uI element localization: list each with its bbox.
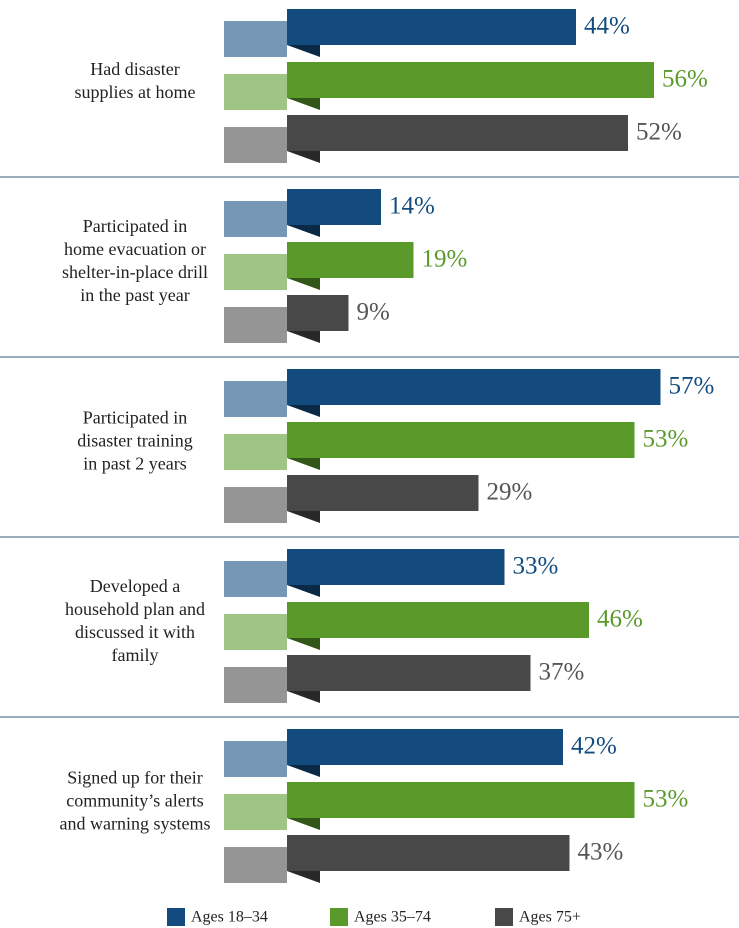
- bar-tab: [224, 487, 287, 523]
- bar: [287, 475, 479, 511]
- bar-tab: [224, 667, 287, 703]
- bar-fold: [287, 585, 320, 597]
- bar: [287, 602, 589, 638]
- bar-fold: [287, 765, 320, 777]
- bar-fold: [287, 818, 320, 830]
- bar: [287, 369, 661, 405]
- bar-tab: [224, 741, 287, 777]
- bar-fold: [287, 458, 320, 470]
- bar-tab: [224, 381, 287, 417]
- bar: [287, 242, 414, 278]
- bar-fold: [287, 691, 320, 703]
- bar-tab: [224, 307, 287, 343]
- bar: [287, 62, 654, 98]
- bar-tab: [224, 127, 287, 163]
- category-label: Signed up for their community’s alerts a…: [59, 767, 211, 834]
- value-label: 44%: [584, 13, 630, 40]
- legend-swatch: [495, 908, 513, 926]
- bar: [287, 549, 505, 585]
- bar-fold: [287, 871, 320, 883]
- value-label: 14%: [389, 193, 435, 220]
- value-label: 43%: [578, 839, 624, 866]
- bar-tab: [224, 794, 287, 830]
- bar: [287, 422, 635, 458]
- category-label: Developed a household plan and discussed…: [65, 576, 205, 665]
- category-label: Participated in home evacuation or shelt…: [61, 216, 209, 305]
- bar-fold: [287, 331, 320, 343]
- value-label: 33%: [513, 553, 559, 580]
- value-label: 52%: [636, 119, 682, 146]
- bar-fold: [287, 45, 320, 57]
- value-label: 46%: [597, 606, 643, 633]
- legend-swatch: [330, 908, 348, 926]
- value-label: 19%: [422, 246, 468, 273]
- bar-tab: [224, 74, 287, 110]
- bar: [287, 115, 628, 151]
- bar: [287, 655, 531, 691]
- value-label: 42%: [571, 733, 617, 760]
- bar: [287, 782, 635, 818]
- bar: [287, 835, 570, 871]
- bar-fold: [287, 511, 320, 523]
- value-label: 53%: [643, 786, 689, 813]
- bar-tab: [224, 254, 287, 290]
- bar-tab: [224, 614, 287, 650]
- category-label: Participated in disaster training in pas…: [77, 407, 193, 474]
- bar: [287, 295, 349, 331]
- category-label: Had disaster supplies at home: [74, 59, 196, 102]
- bar: [287, 729, 563, 765]
- legend-swatch: [167, 908, 185, 926]
- legend-label: Ages 18–34: [191, 909, 268, 926]
- bar-fold: [287, 98, 320, 110]
- bar: [287, 9, 576, 45]
- legend-label: Ages 75+: [519, 909, 581, 926]
- value-label: 57%: [669, 373, 715, 400]
- bar-fold: [287, 151, 320, 163]
- bar-fold: [287, 638, 320, 650]
- bar-fold: [287, 225, 320, 237]
- bar-tab: [224, 561, 287, 597]
- bar: [287, 189, 381, 225]
- legend-label: Ages 35–74: [354, 909, 431, 926]
- bar-tab: [224, 21, 287, 57]
- bar-tab: [224, 434, 287, 470]
- value-label: 37%: [539, 659, 585, 686]
- bar-fold: [287, 278, 320, 290]
- bar-tab: [224, 201, 287, 237]
- value-label: 29%: [487, 479, 533, 506]
- value-label: 9%: [357, 299, 390, 326]
- bar-fold: [287, 405, 320, 417]
- value-label: 56%: [662, 66, 708, 93]
- bar-tab: [224, 847, 287, 883]
- value-label: 53%: [643, 426, 689, 453]
